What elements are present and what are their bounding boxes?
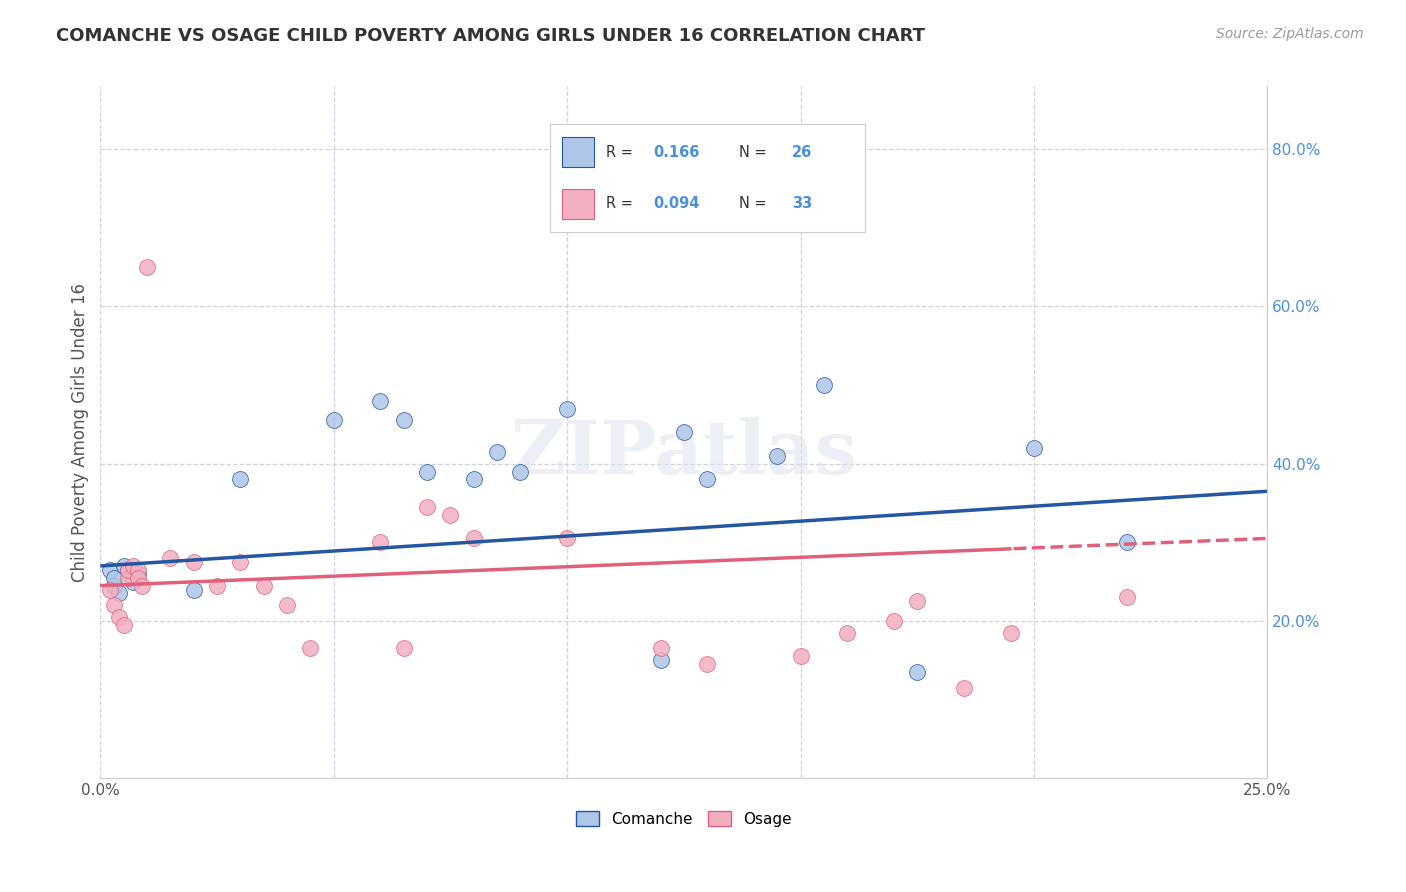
Point bbox=[112, 618, 135, 632]
Point bbox=[103, 579, 125, 593]
Point bbox=[370, 393, 392, 408]
Point bbox=[766, 449, 789, 463]
Legend: Comanche, Osage: Comanche, Osage bbox=[569, 805, 797, 833]
Point bbox=[117, 571, 139, 585]
Point bbox=[905, 665, 928, 679]
Point bbox=[131, 579, 153, 593]
Point bbox=[416, 465, 439, 479]
Point bbox=[299, 641, 322, 656]
Text: ZIPatlas: ZIPatlas bbox=[510, 417, 858, 490]
Point bbox=[463, 532, 485, 546]
Point bbox=[122, 574, 145, 589]
Point bbox=[555, 532, 578, 546]
Point bbox=[103, 599, 125, 613]
Point bbox=[253, 579, 276, 593]
Point bbox=[813, 378, 835, 392]
Point bbox=[837, 625, 859, 640]
Y-axis label: Child Poverty Among Girls Under 16: Child Poverty Among Girls Under 16 bbox=[72, 283, 89, 582]
Text: Source: ZipAtlas.com: Source: ZipAtlas.com bbox=[1216, 27, 1364, 41]
Point bbox=[1000, 625, 1022, 640]
Point bbox=[183, 582, 205, 597]
Point bbox=[229, 473, 252, 487]
Point bbox=[672, 425, 695, 440]
Point bbox=[117, 563, 139, 577]
Point bbox=[122, 558, 145, 573]
Point bbox=[276, 599, 298, 613]
Point bbox=[439, 508, 461, 522]
Point bbox=[509, 465, 531, 479]
Point bbox=[136, 260, 159, 275]
Point bbox=[127, 571, 149, 585]
Point bbox=[103, 571, 125, 585]
Point bbox=[1022, 441, 1045, 455]
Point bbox=[953, 681, 976, 695]
Point bbox=[117, 563, 139, 577]
Point bbox=[463, 473, 485, 487]
Point bbox=[696, 657, 718, 672]
Point bbox=[696, 473, 718, 487]
Point bbox=[127, 563, 149, 577]
Point bbox=[650, 653, 672, 667]
Point bbox=[159, 551, 181, 566]
Point bbox=[789, 649, 811, 664]
Point bbox=[650, 641, 672, 656]
Point bbox=[98, 582, 121, 597]
Point bbox=[1116, 591, 1139, 605]
Point bbox=[205, 579, 228, 593]
Point bbox=[555, 401, 578, 416]
Point bbox=[108, 610, 131, 624]
Point bbox=[392, 413, 415, 427]
Point bbox=[392, 641, 415, 656]
Point bbox=[883, 614, 905, 628]
Point bbox=[416, 500, 439, 514]
Point bbox=[1116, 535, 1139, 549]
Point bbox=[108, 586, 131, 600]
Point bbox=[370, 535, 392, 549]
Point bbox=[905, 594, 928, 608]
Point bbox=[112, 558, 135, 573]
Point bbox=[322, 413, 344, 427]
Point bbox=[486, 445, 509, 459]
Point bbox=[183, 555, 205, 569]
Point bbox=[127, 566, 149, 581]
Point bbox=[98, 563, 121, 577]
Point bbox=[229, 555, 252, 569]
Text: COMANCHE VS OSAGE CHILD POVERTY AMONG GIRLS UNDER 16 CORRELATION CHART: COMANCHE VS OSAGE CHILD POVERTY AMONG GI… bbox=[56, 27, 925, 45]
